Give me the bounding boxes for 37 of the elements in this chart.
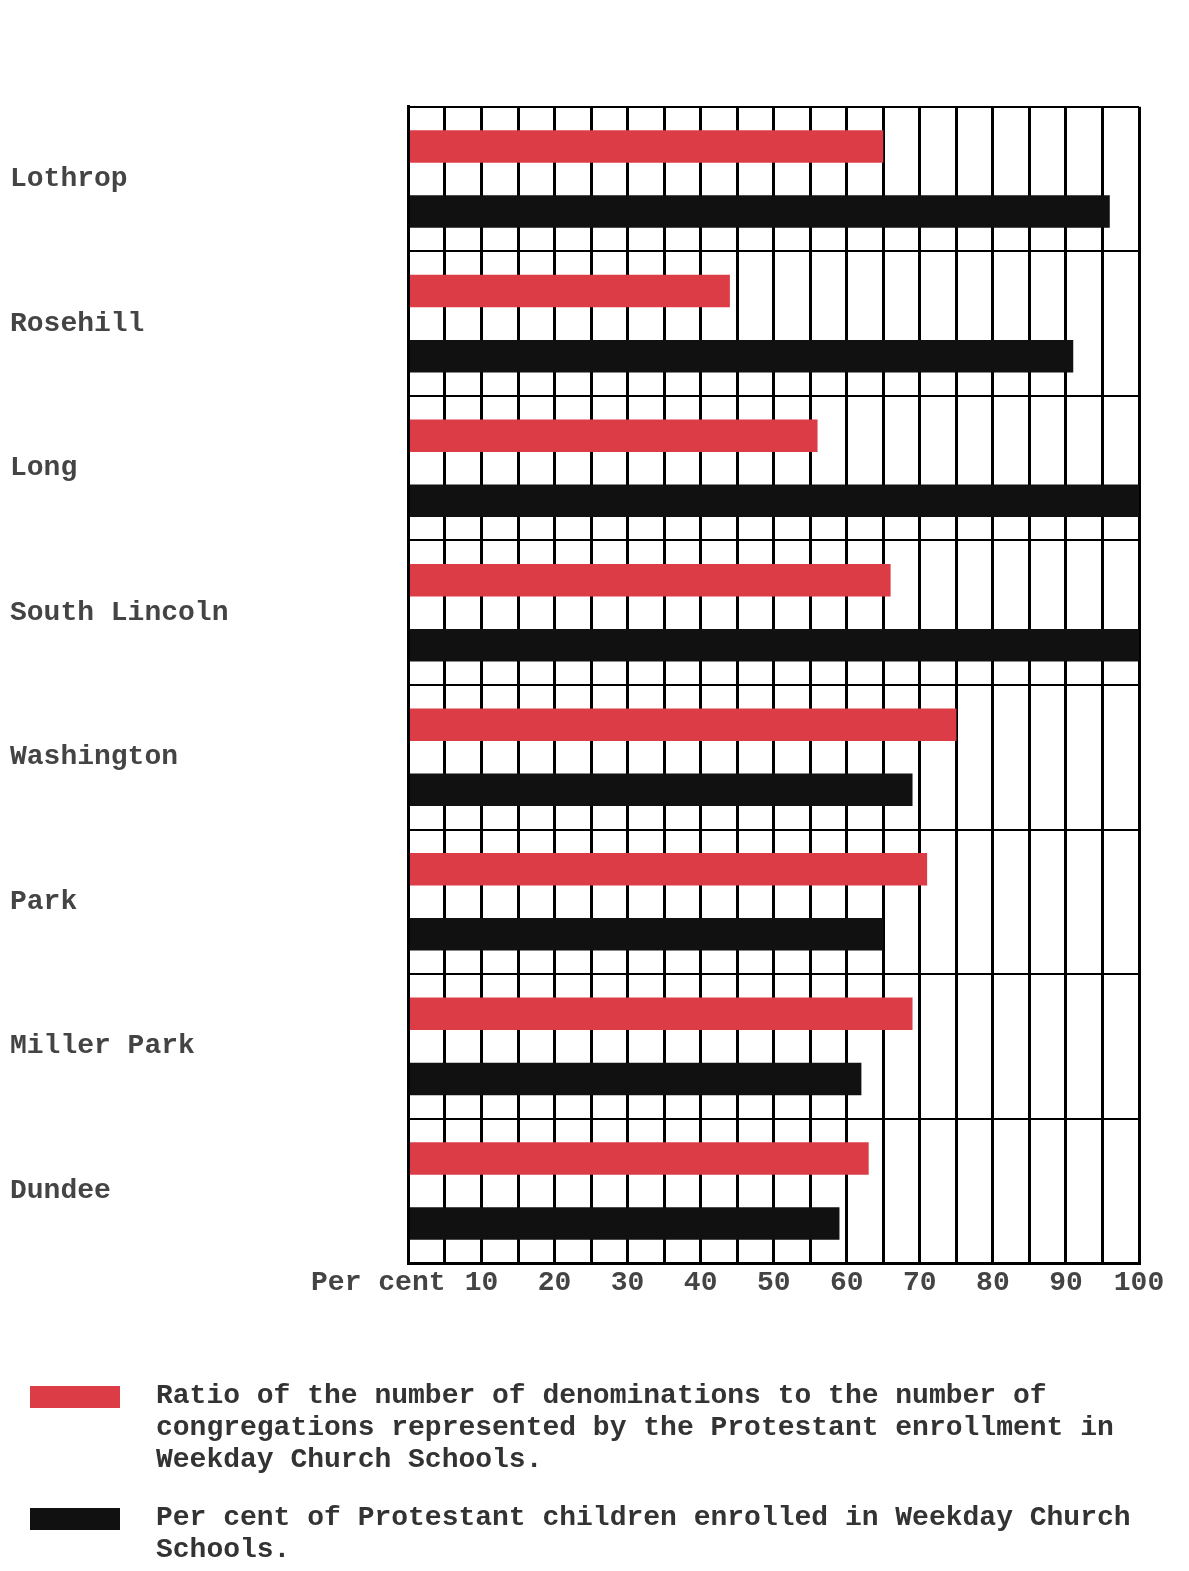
- bar: [409, 918, 884, 951]
- y-tick-label: Rosehill: [10, 307, 145, 339]
- bar: [409, 853, 928, 886]
- bar: [409, 130, 884, 163]
- x-tick-label: 80: [976, 1267, 1010, 1299]
- y-tick-label: Park: [10, 885, 78, 917]
- bar: [409, 419, 818, 452]
- bar: [409, 339, 1074, 373]
- x-axis-title: Per cent: [311, 1267, 446, 1299]
- bar: [409, 274, 730, 308]
- x-tick-label: 20: [537, 1267, 572, 1299]
- x-tick-label: 90: [1049, 1267, 1083, 1299]
- y-tick-label: Long: [10, 452, 78, 484]
- bar: [409, 628, 1139, 662]
- y-tick-label: Dundee: [10, 1174, 111, 1206]
- bar: [409, 1062, 862, 1096]
- bar: [409, 563, 891, 597]
- bar: [409, 1142, 869, 1175]
- legend-label: Per cent of Protestant children enrolled in Weekday Church Schools.: [156, 1502, 1132, 1566]
- x-tick-label: 70: [903, 1267, 937, 1299]
- legend-label: Ratio of the number of denominations to the number of congregations represented by the Protestant enrollment in Weekday Church Schools.: [156, 1380, 1115, 1476]
- bar: [409, 708, 957, 742]
- x-tick-label: 30: [610, 1267, 645, 1299]
- x-tick-label: 40: [683, 1267, 718, 1299]
- y-tick-label: Lothrop: [10, 163, 128, 195]
- bar: [409, 1207, 840, 1240]
- y-tick-label: Miller Park: [10, 1030, 196, 1062]
- y-tick-label: Washington: [10, 741, 179, 773]
- x-tick-label: 100: [1113, 1267, 1165, 1299]
- bar: [409, 484, 1139, 517]
- y-tick-label: South Lincoln: [10, 596, 229, 628]
- bar: [409, 773, 913, 807]
- x-tick-label: 60: [829, 1267, 864, 1299]
- bar: [409, 997, 913, 1031]
- bar: [409, 195, 1110, 228]
- x-tick-label: 50: [756, 1267, 791, 1299]
- x-tick-label: 10: [464, 1267, 499, 1299]
